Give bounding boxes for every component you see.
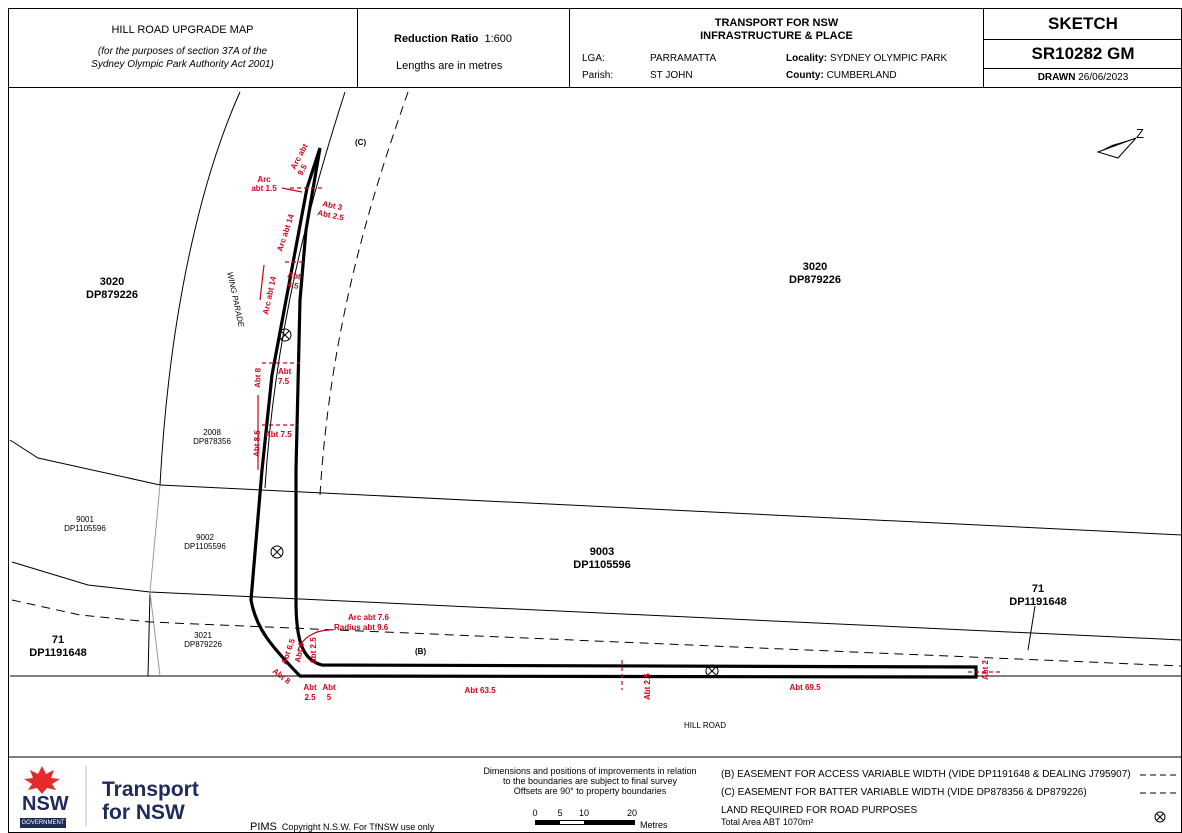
county: County: CUMBERLAND (786, 70, 897, 81)
wing-parade-label: WING PARADE (225, 271, 246, 329)
lot-9002-id: 9002 (196, 533, 214, 542)
map-title: HILL ROAD UPGRADE MAP (111, 24, 254, 36)
lot-9001-dp: DP1105596 (64, 524, 106, 533)
locality: Locality: SYDNEY OLYMPIC PARK (786, 53, 948, 64)
dim-abt-3: Abt 3 (322, 199, 344, 212)
leader-71 (1027, 605, 1036, 651)
lot-3021-id: 3021 (194, 631, 212, 640)
dim-abt-4-5: Abt (287, 270, 302, 281)
boundary-3021 (149, 591, 161, 677)
dim-abt-69-5: Abt 69.5 (789, 683, 821, 692)
north-arrow: Z (1096, 126, 1144, 159)
sketch-block: SKETCH SR10282 GM DRAWN 26/06/2023 (984, 8, 1182, 88)
lga-value: PARRAMATTA (650, 53, 717, 64)
easement-b-line (11, 599, 1182, 667)
dim-abt-7-5: Abt (278, 367, 292, 376)
waratah-logo (24, 766, 60, 794)
lot-2008-dp: DP878356 (193, 437, 231, 446)
agency-name: TRANSPORT FOR NSW (714, 17, 839, 29)
scale-tick-20: 20 (627, 808, 637, 818)
lot-2008-id: 2008 (203, 428, 221, 437)
lot-71-west-id: 71 (52, 634, 64, 646)
dim-abt-7-5-value: 7.5 (278, 377, 290, 386)
legend-easement-b: (B) EASEMENT FOR ACCESS VARIABLE WIDTH (… (721, 769, 1131, 780)
boundary-9001-9002 (149, 484, 161, 593)
sketch-label: SKETCH (1048, 14, 1118, 33)
dim-radius-9-6: Radius abt 9.6 (334, 623, 389, 632)
easement-b-tag: (B) (415, 647, 426, 656)
dim-abt-2-5-bottom-value: 2.5 (304, 693, 316, 702)
dim-abt-63-5: Abt 63.5 (464, 686, 496, 695)
drawn-date: DRAWN 26/06/2023 (1037, 72, 1129, 83)
parish-value: ST JOHN (650, 70, 693, 81)
lengths-note: Lengths are in metres (396, 60, 503, 72)
map-subtitle: (for the purposes of section 37A of the (97, 46, 268, 57)
lot-3020-west-id: 3020 (100, 276, 124, 288)
dim-arc-1-5-value: abt 1.5 (251, 184, 277, 193)
dim-abt-8-5: Abt 8.5 (252, 430, 262, 458)
copyright: PIMS Copyright N.S.W. For TfNSW use only (250, 821, 435, 833)
boundary-71-east (147, 591, 151, 677)
lot-3020-east-dp: DP879226 (789, 274, 841, 286)
legend-easement-c: (C) EASEMENT FOR BATTER VARIABLE WIDTH (… (721, 787, 1087, 798)
dim-abt-5-bottom-value: 5 (327, 693, 332, 702)
dim-abt-2: Abt 2 (981, 659, 990, 680)
government-label: GOVERNMENT (20, 818, 66, 828)
map-subtitle-act: Sydney Olympic Park Authority Act 2001) (91, 59, 274, 70)
dim-arc-1-5: Arc (257, 175, 271, 184)
dim-abt-7-5-second: Abt 7.5 (265, 430, 292, 439)
agency-division: INFRASTRUCTURE & PLACE (700, 30, 853, 42)
dim-abt-2-5-bottom: Abt (303, 683, 317, 692)
land-required-parcel (249, 147, 978, 679)
scale-unit: Metres (640, 820, 668, 830)
boundary-9003-south (11, 561, 1182, 641)
nsw-logo-text: NSW (22, 793, 69, 815)
dim-abt-8: Abt 8 (253, 367, 263, 388)
lot-3020-west-dp: DP879226 (86, 289, 138, 301)
lot-71-east-dp: DP1191648 (1009, 596, 1067, 608)
north-label: Z (1136, 126, 1144, 141)
disclaimer: Dimensions and positions of improvements… (483, 766, 697, 796)
lot-71-west-dp: DP1191648 (29, 647, 87, 659)
brand-for-nsw: for NSW (102, 801, 185, 824)
boundary-9003-north (159, 484, 1182, 536)
agency-block: TRANSPORT FOR NSW INFRASTRUCTURE & PLACE… (570, 8, 984, 88)
lot-71-east-id: 71 (1032, 583, 1044, 595)
scale-tick-10: 10 (579, 808, 589, 818)
scale-tick-5: 5 (557, 808, 562, 818)
dim-abt-2-5-mid: Abt 2.5 (309, 637, 318, 664)
reduction-ratio: Reduction Ratio 1:600 (394, 33, 512, 45)
lot-9003-id: 9003 (590, 546, 614, 558)
lga-label: LGA: (582, 53, 605, 64)
dim-abt-2-5-road: Abt 2.5 (643, 673, 652, 700)
lot-3021-dp: DP879226 (184, 640, 222, 649)
dim-abt-4-5-value: 4.5 (287, 280, 300, 291)
lot-9003-dp: DP1105596 (573, 559, 631, 571)
legend-land-required: LAND REQUIRED FOR ROAD PURPOSES (721, 805, 918, 816)
road-purpose-symbols (270, 328, 719, 678)
parish-label: Parish: (582, 70, 614, 81)
easement-c-line (319, 91, 409, 496)
boundary-wing-parade-west (159, 91, 241, 486)
title-block: HILL ROAD UPGRADE MAP (for the purposes … (8, 8, 358, 88)
lot-9002-dp: DP1105596 (184, 542, 226, 551)
dim-abt-5-bottom: Abt (322, 683, 336, 692)
brand-transport: Transport (102, 778, 199, 801)
boundary-3020-south (9, 439, 161, 486)
legend-road-symbol (1154, 811, 1166, 823)
sketch-number: SR10282 GM (1031, 44, 1135, 63)
dim-abt-4: Abt 4 (293, 641, 306, 663)
easement-c-tag: (C) (355, 138, 366, 147)
dim-arc-14-a: Arc abt 14 (275, 213, 296, 253)
scale-block: Reduction Ratio 1:600 Lengths are in met… (358, 8, 570, 88)
hill-road-label: HILL ROAD (684, 721, 726, 730)
dim-arc-7-6: Arc abt 7.6 (348, 613, 389, 622)
dim-arc-14-b: Arc abt 14 (261, 275, 278, 315)
scale-bar: 0 5 10 20 Metres (532, 808, 668, 830)
lot-3020-east-id: 3020 (803, 261, 827, 273)
lot-9001-id: 9001 (76, 515, 94, 524)
legend-total-area: Total Area ABT 1070m² (721, 817, 814, 827)
scale-tick-0: 0 (532, 808, 537, 818)
